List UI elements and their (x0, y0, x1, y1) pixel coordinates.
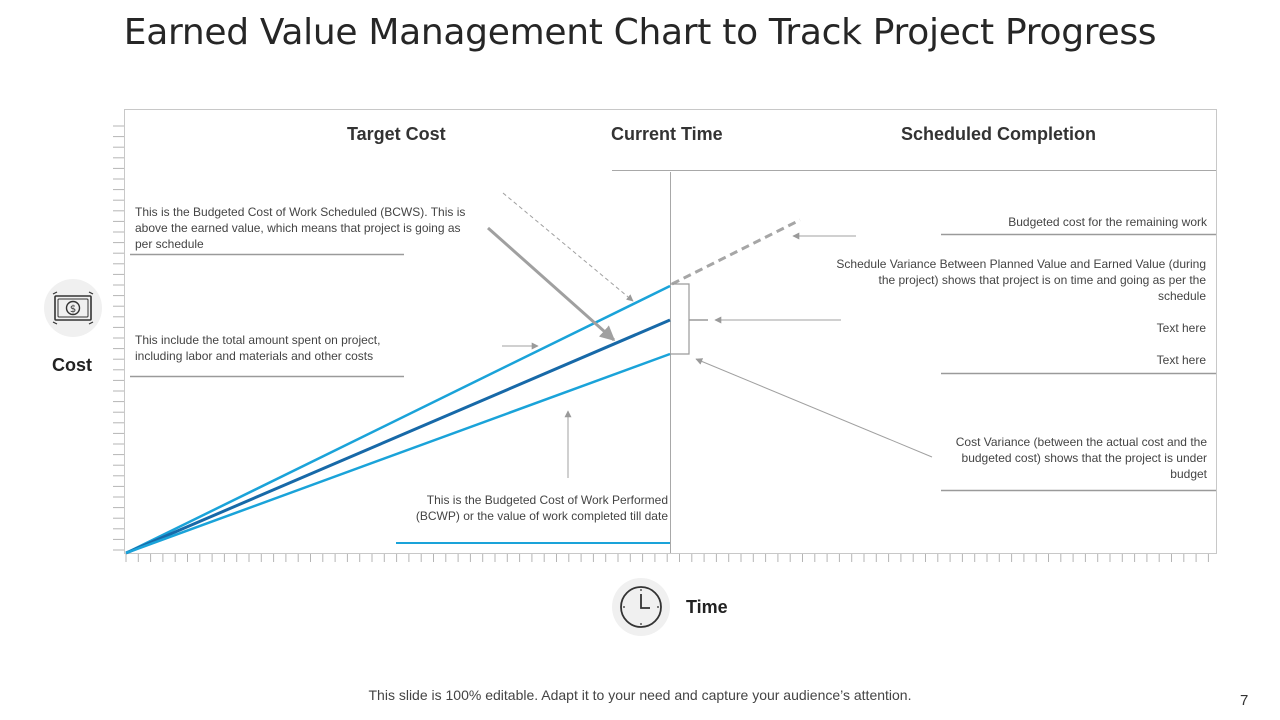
page-number: 7 (1240, 692, 1249, 709)
chart-frame (124, 109, 1217, 554)
text-here-2: Text here (1156, 353, 1206, 367)
bcws-bold-arrow (487, 226, 616, 342)
planned-value-line (125, 284, 671, 555)
money-icon: $ (52, 291, 94, 325)
remaining-work-note: Budgeted cost for the remaining work (1008, 215, 1207, 229)
bcws-dashed-arrow (502, 192, 634, 302)
clock-icon (620, 586, 662, 628)
cost-icon-badge: $ (44, 279, 102, 337)
actual-cost-note: This include the total amount spent on p… (135, 333, 381, 363)
bcws-note: This is the Budgeted Cost of Work Schedu… (135, 205, 466, 251)
svg-text:$: $ (70, 304, 76, 315)
earned-value-line (125, 318, 671, 555)
text-here-1: Text here (1156, 321, 1206, 335)
cost-variance-note: Cost Variance (between the actual cost a… (955, 435, 1207, 481)
page-title: Earned Value Management Chart to Track P… (123, 12, 1157, 53)
schedule-variance-note: Schedule Variance Between Planned Value … (836, 257, 1206, 303)
bcwp-note: This is the Budgeted Cost of Work Perfor… (415, 493, 668, 523)
x-axis-ticks (125, 554, 1209, 562)
time-icon-badge (612, 578, 670, 636)
footer-note: This slide is 100% editable. Adapt it to… (368, 687, 912, 703)
time-axis-label: Time (686, 597, 728, 617)
variance-bracket (670, 283, 690, 355)
cost-axis-label: Cost (52, 355, 92, 375)
actual-cost-line (125, 352, 671, 555)
projected-remaining-line (671, 218, 801, 286)
current-time-heading: Current Time (611, 124, 723, 144)
scheduled-completion-heading: Scheduled Completion (901, 124, 1097, 144)
cost-variance-arrow (695, 358, 933, 458)
target-cost-heading: Target Cost (347, 124, 446, 144)
y-axis-ticks (113, 125, 124, 551)
